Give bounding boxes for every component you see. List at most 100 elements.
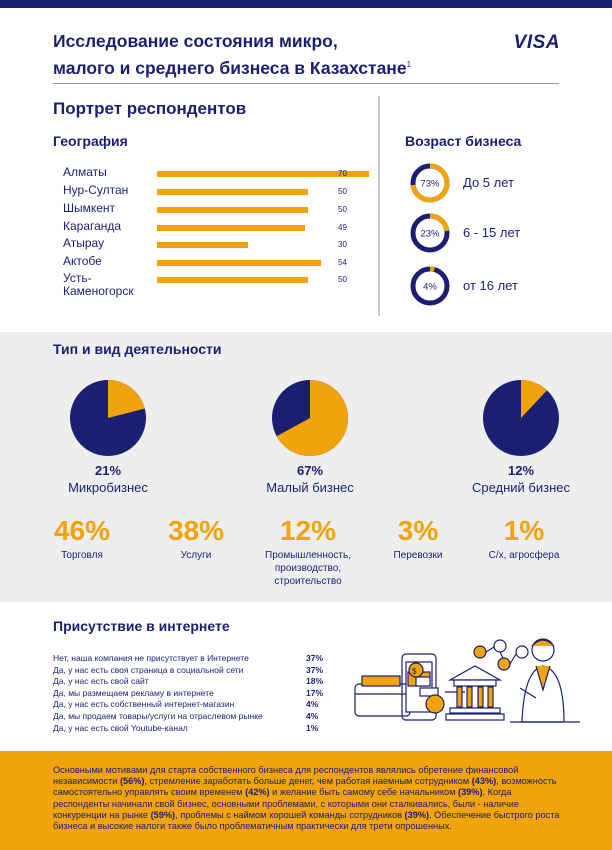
table-row: Да, у нас есть свой сайт 18% [53,676,353,686]
donut-value-arc [410,266,450,306]
pie-slice [521,380,548,418]
geo-bar [157,260,321,266]
donut-pct: 23% [420,229,440,240]
age-donut-svg: 23% [410,213,450,253]
geo-label: Актобе [63,255,102,268]
geo-row: Караганда 49 [53,220,373,238]
activity-label-line: Перевозки [393,550,443,561]
summary-segment: , проблемы с наймом хорошей команды сотр… [175,809,405,820]
summary-segment: . Когда респонденты начинали свой бизнес… [53,787,519,820]
summary-segment: . Обеспечение быстрого роста бизнеса и в… [53,809,560,832]
size-pct: 21% [94,463,122,478]
internet-option: Да, у нас есть собственный интернет-мага… [53,699,235,710]
page-title: Исследование состояния микро, малого и с… [53,30,473,80]
geo-bar [157,207,309,213]
header: Исследование состояния микро, малого и с… [0,8,612,88]
pie-slice [276,380,348,456]
geo-value: 30 [338,240,347,249]
geo-label: Алматы [63,166,107,179]
activity-pct: 3% [397,515,439,546]
internet-pct: 18% [306,676,324,687]
donut-pct: 4% [423,282,437,293]
geo-value: 50 [338,275,347,284]
table-row: Да, у нас есть свой Youtube-канал 1% [53,723,353,733]
donut-value-arc [410,163,450,203]
size-label: Малый бизнес [266,480,354,495]
internet-pct: 17% [306,687,324,698]
activity-label-line: строительство [274,576,342,587]
age-donut-svg: 4% [410,266,450,306]
geo-value: 50 [338,187,347,196]
internet-pct: 37% [306,653,324,663]
geo-label-line: Атырау [63,236,105,250]
activity-label-line: С/х, агросфера [488,550,560,561]
geo-value: 49 [338,223,347,232]
internet-pct: 4% [306,699,319,710]
geo-label-line: Нур-Султан [63,183,129,197]
activity-label-line: Торговля [61,550,103,561]
age-label: 6 - 15 лет [463,225,521,240]
summary-segment: (43%) [471,776,497,787]
internet-pct: 1% [306,722,319,733]
geo-bar [157,189,309,195]
activity-label-line: Услуги [180,550,212,561]
size-pie [272,380,348,456]
phone-icon [401,653,437,721]
table-row: Нет, наша компания не присутствует в Инт… [53,653,353,663]
geo-label: Шымкент [63,202,115,215]
internet-option: Да, у нас есть свой Youtube-канал [53,722,188,733]
internet-option: Да, у нас есть своя страница в социально… [53,664,244,675]
vertical-divider [378,96,380,316]
internet-pct: 37% [306,664,324,675]
title-line-1: Исследование состояния микро, [53,31,338,51]
size-pie [70,380,146,456]
activity-label: Промышленность, производство, строительств… [253,549,363,588]
geo-label: Нур-Султан [63,184,128,197]
geo-label-line: Усть- [63,271,92,285]
activity-section-bg [0,332,612,602]
summary-segment: (39%) [458,787,483,798]
internet-pct: 4% [306,711,319,721]
age-donut: 73% [410,163,450,203]
geo-bar [157,225,306,231]
activity-label: Торговля [27,549,137,562]
summary-segment: Основными мотивами для старта собственно… [53,765,519,787]
size-pie [483,380,559,456]
age-donut: 23% [410,213,450,253]
activity-title: Тип и вид деятельности [53,341,222,357]
summary-segment: , стремление заработать больше денег, че… [144,776,472,787]
geo-label-line: Алматы [63,165,107,179]
size-pct: 12% [507,463,535,478]
activity-label-line: Промышленность, [265,550,351,561]
business-illustration: $ [354,638,580,723]
geo-row: Атырау 30 [53,237,373,255]
geo-row: Нур-Султан 50 [53,184,373,202]
title-line-2: малого и среднего бизнеса в Казахстане1 [53,57,412,78]
table-row: Да, у нас есть своя страница в социально… [53,665,353,675]
table-row: Да, мы размещаем рекламу в интернете 17% [53,688,353,698]
svg-text:$: $ [412,667,417,676]
geo-value: 50 [338,205,347,214]
geo-row: Алматы 70 [53,166,373,184]
summary-segment: (42%) [245,787,270,798]
summary-text: Основными мотивами для старта собственно… [53,765,565,832]
geo-label: Усть- Каменогорск [63,272,134,298]
age-label: от 16 лет [463,278,518,293]
geo-label-line: Шымкент [63,201,116,215]
geo-row: Шымкент 50 [53,202,373,220]
coin-icon [425,694,445,714]
age-title: Возраст бизнеса [405,133,522,149]
geo-value: 54 [338,258,347,267]
title-footnote: 1 [406,60,412,69]
summary-segment: (56%) [119,776,145,787]
age-donut: 4% [410,266,450,306]
top-stripe [0,0,612,8]
bank-icon [447,665,503,681]
activity-label: Перевозки [363,549,473,562]
table-row: Да, мы продаем товары/услуги на отраслев… [53,711,353,721]
geo-bar [157,277,309,283]
geo-label-line: Актобе [63,254,102,268]
size-label: Средний бизнес [471,480,571,495]
activity-pct: 46% [53,515,111,546]
activity-pct: 1% [503,515,545,546]
